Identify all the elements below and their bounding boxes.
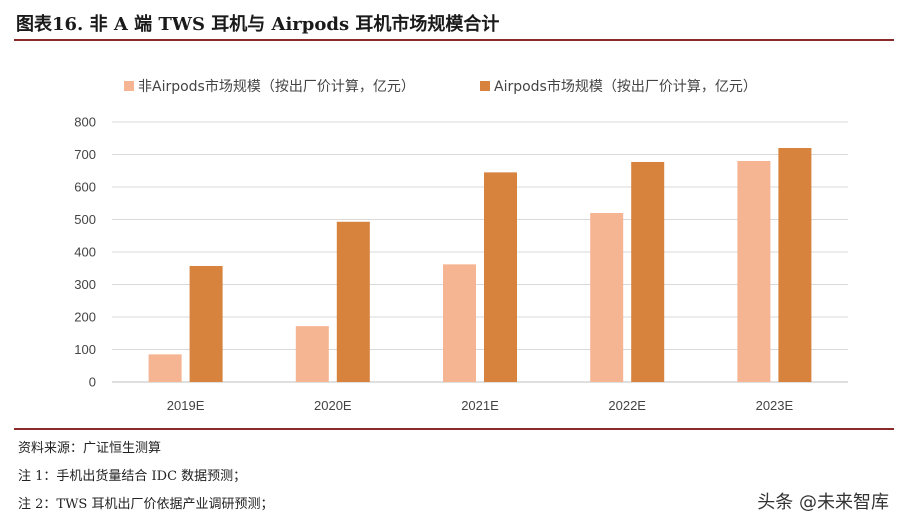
y-tick-label: 600 bbox=[74, 180, 96, 195]
y-tick-label: 200 bbox=[74, 310, 96, 325]
y-tick-label: 100 bbox=[74, 342, 96, 357]
legend-swatch bbox=[480, 81, 490, 91]
bar-airpods bbox=[778, 148, 812, 382]
legend-label: 非Airpods市场规模（按出厂价计算，亿元） bbox=[138, 78, 415, 95]
x-tick-label: 2022E bbox=[608, 398, 646, 413]
footnote-2: 注 2：TWS 耳机出厂价依据产业调研预测； bbox=[18, 497, 274, 512]
bar-non-airpods bbox=[148, 354, 182, 382]
bar-airpods bbox=[336, 221, 370, 382]
footer-divider bbox=[14, 428, 894, 430]
bar-airpods bbox=[631, 161, 665, 382]
x-tick-label: 2020E bbox=[314, 398, 352, 413]
x-tick-label: 2019E bbox=[167, 398, 205, 413]
y-tick-label: 0 bbox=[89, 375, 96, 390]
bar-non-airpods bbox=[737, 161, 771, 382]
bar-non-airpods bbox=[295, 326, 329, 382]
figure-title: 图表16. 非 A 端 TWS 耳机与 Airpods 耳机市场规模合计 bbox=[16, 14, 500, 35]
source-note: 资料来源：广证恒生测算 bbox=[18, 441, 162, 456]
legend-swatch bbox=[124, 81, 134, 91]
bar-airpods bbox=[484, 172, 517, 382]
x-tick-label: 2021E bbox=[461, 398, 499, 413]
watermark: 头条 @未来智库 bbox=[757, 492, 889, 513]
x-tick-label: 2023E bbox=[756, 398, 794, 413]
legend-label: Airpods市场规模（按出厂价计算，亿元） bbox=[494, 78, 757, 95]
bar-non-airpods bbox=[443, 264, 476, 382]
bar-chart: 0 100 200 300 400 500 600 700 800 2019E 2020E 2021E… bbox=[74, 78, 848, 413]
y-tick-label: 400 bbox=[74, 245, 96, 260]
bar-non-airpods bbox=[590, 213, 624, 382]
title-divider bbox=[14, 39, 894, 41]
bar-airpods bbox=[189, 265, 223, 382]
footnote-1: 注 1：手机出货量结合 IDC 数据预测； bbox=[18, 469, 247, 484]
y-tick-label: 500 bbox=[74, 212, 96, 227]
y-tick-label: 300 bbox=[74, 277, 96, 292]
y-tick-label: 700 bbox=[74, 147, 96, 162]
y-tick-label: 800 bbox=[74, 115, 96, 130]
